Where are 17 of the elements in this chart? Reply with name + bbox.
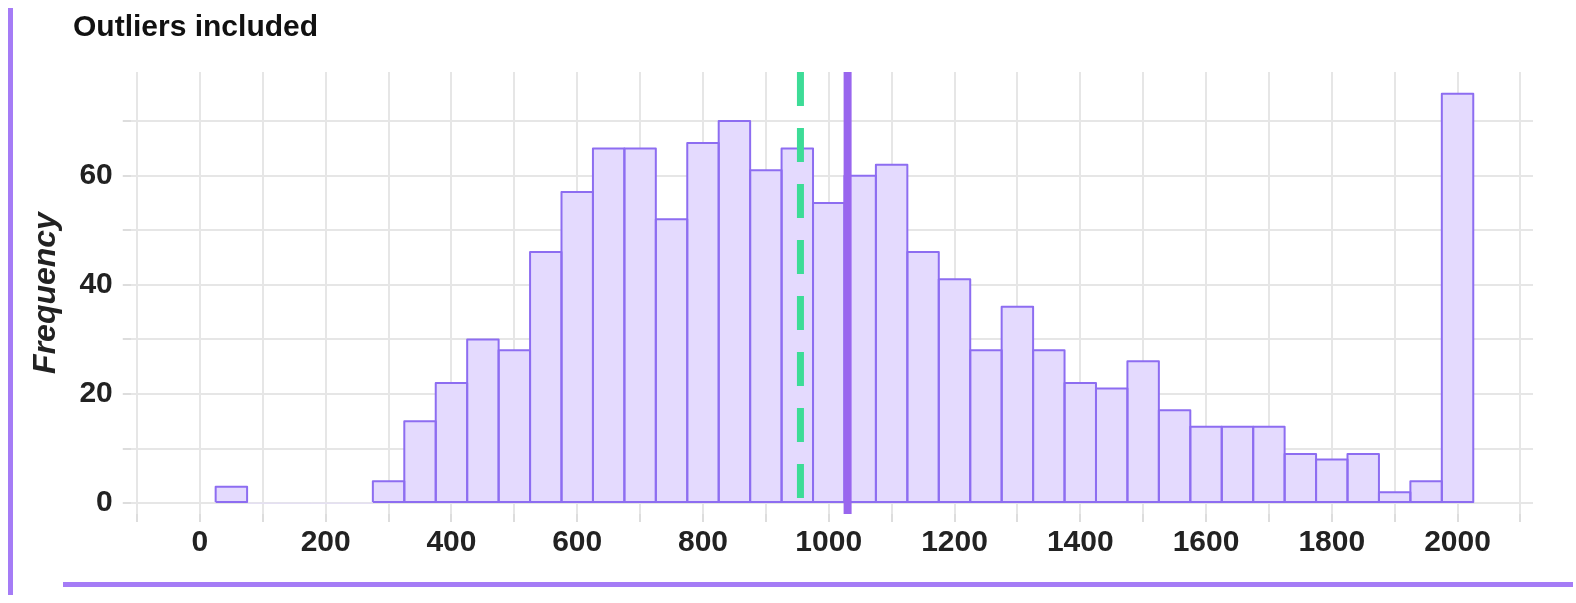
x-tick-label: 1600 — [1172, 524, 1240, 558]
y-axis-title: Frequency — [26, 209, 63, 374]
x-tick-label: 600 — [552, 524, 603, 558]
y-tick-label: 60 — [79, 156, 113, 190]
y-tick-label: 0 — [96, 484, 113, 518]
x-tick-label: 800 — [677, 524, 729, 558]
x-tick-label: 0 — [191, 524, 209, 558]
x-tick-label: 200 — [300, 524, 351, 558]
x-tick-label: 400 — [426, 524, 477, 558]
x-tick-label: 1800 — [1298, 524, 1366, 558]
chart-title: Outliers included — [72, 8, 320, 44]
y-tick-label: 20 — [79, 375, 113, 409]
y-tick-label: 40 — [79, 266, 113, 300]
x-tick-label: 1400 — [1046, 524, 1114, 558]
x-tick-label: 1000 — [795, 524, 863, 558]
x-tick-label: 2000 — [1424, 524, 1491, 558]
x-tick-label: 1200 — [921, 524, 988, 558]
